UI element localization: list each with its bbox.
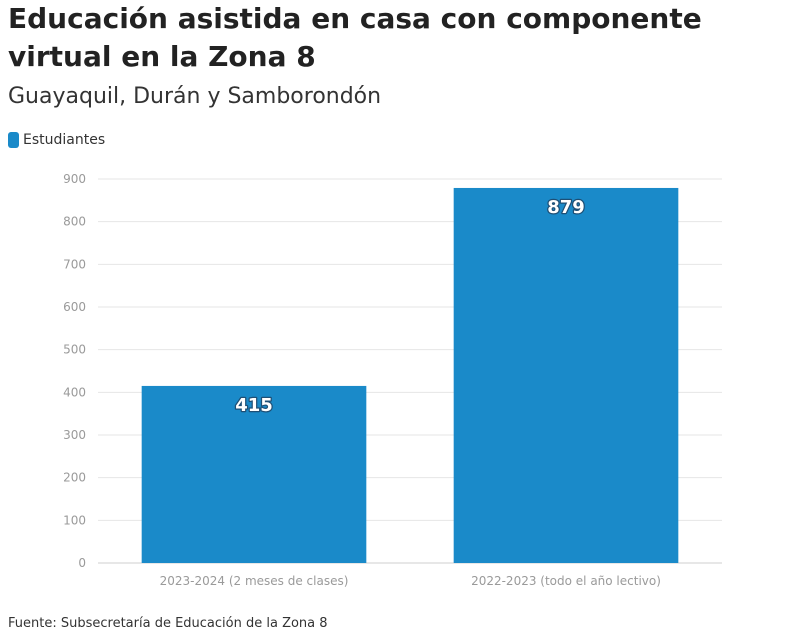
bar-chart: 0 100 200 300 400 500 600 700 800 900 415 879 2023… [63,172,722,588]
bar [141,385,367,563]
y-tick-label: 100 [63,513,86,527]
data-labels: 415 879 [234,196,586,417]
legend-label: Estudiantes [23,132,106,148]
y-tick-label: 300 [63,428,86,442]
y-tick-label: 200 [63,471,86,485]
data-label: 415 [235,395,273,416]
chart-subtitle: Guayaquil, Durán y Samborondón [8,84,382,109]
source-note: Fuente: Subsecretaría de Educación de la… [8,616,328,631]
x-tick-label: 2023-2024 (2 meses de clases) [160,574,349,588]
chart-legend: Estudiantes [8,132,105,148]
bar [453,187,679,563]
y-tick-label: 800 [63,215,86,229]
bars [141,187,679,563]
chart-title: Educación asistida en casa con component… [8,2,702,73]
y-tick-label: 500 [63,343,86,357]
y-axis-tick-labels: 0 100 200 300 400 500 600 700 800 900 [63,172,86,570]
y-tick-label: 400 [63,385,86,399]
y-tick-label: 600 [63,300,86,314]
x-axis-tick-labels: 2023-2024 (2 meses de clases) 2022-2023 (… [160,574,661,588]
data-label: 879 [547,197,585,218]
legend-swatch [8,132,19,148]
y-tick-label: 0 [78,556,86,570]
y-tick-label: 900 [63,172,86,186]
x-tick-label: 2022-2023 (todo el año lectivo) [471,574,661,588]
y-tick-label: 700 [63,257,86,271]
